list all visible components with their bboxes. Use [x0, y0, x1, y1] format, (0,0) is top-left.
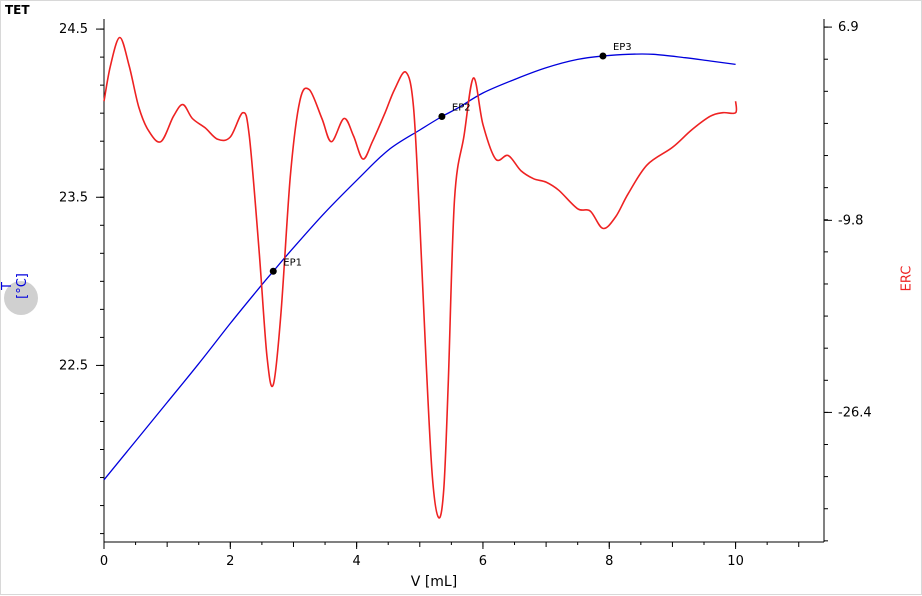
left-y-tick-label: 24.5 — [59, 22, 88, 37]
endpoint-marker — [269, 267, 277, 275]
left-y-tick-label: 22.5 — [59, 358, 88, 373]
endpoint-marker — [599, 52, 607, 60]
chart-title: TET — [5, 3, 30, 17]
x-tick-label: 8 — [605, 554, 613, 569]
right-y-tick-label: -26.4 — [838, 405, 872, 420]
x-tick-label: 0 — [100, 554, 108, 569]
endpoint-marker — [438, 113, 446, 121]
x-tick-label: 4 — [352, 554, 360, 569]
endpoint-label: EP3 — [613, 42, 632, 53]
x-axis-label: V [mL] — [411, 574, 457, 590]
erc-series-line — [103, 36, 738, 519]
x-tick-label: 2 — [226, 554, 234, 569]
left-y-tick-label: 23.5 — [59, 190, 88, 205]
endpoint-label: EP2 — [452, 103, 471, 114]
temperature-series-line — [103, 53, 736, 481]
x-tick-label: 10 — [727, 554, 744, 569]
endpoint-label: EP1 — [283, 257, 302, 268]
right-y-tick-label: 6.9 — [838, 20, 859, 35]
right-y-tick-label: -9.8 — [838, 213, 863, 228]
mouse-cursor-highlight — [4, 281, 38, 315]
x-tick-label: 6 — [479, 554, 487, 569]
